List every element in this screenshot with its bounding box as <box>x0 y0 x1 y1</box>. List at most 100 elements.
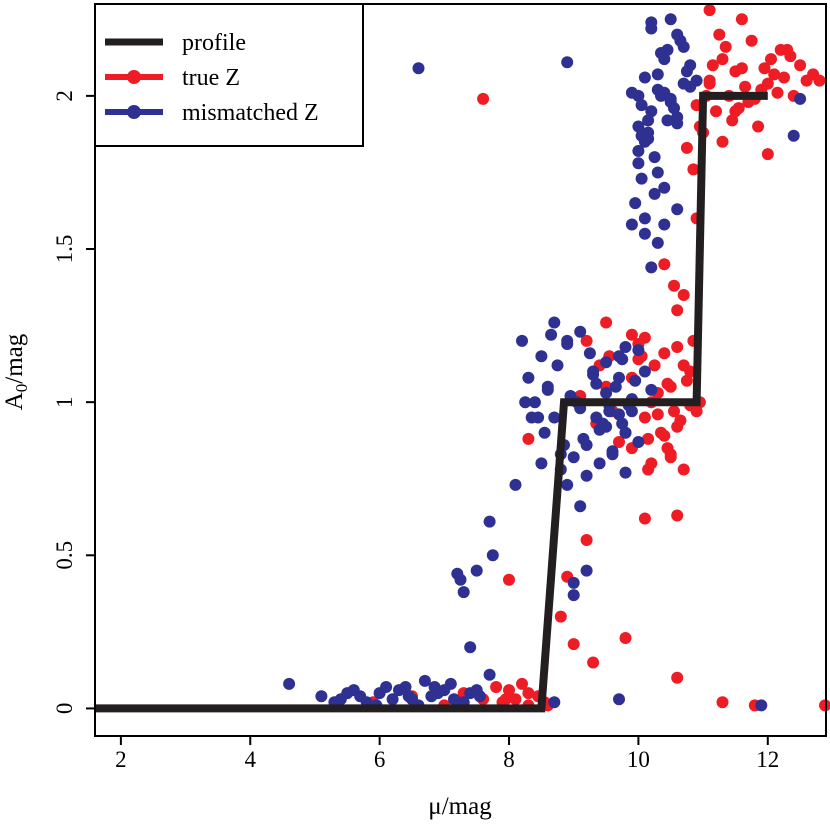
x-tick-label: 10 <box>627 747 650 772</box>
mismatched-z-point <box>635 172 648 185</box>
true-z-point <box>752 120 765 133</box>
x-tick-label: 6 <box>374 747 386 772</box>
true-z-point <box>745 34 758 47</box>
mismatched-z-point <box>671 117 684 130</box>
legend-label-profile: profile <box>182 30 246 56</box>
true-z-point <box>761 148 774 161</box>
mismatched-z-point <box>651 83 664 96</box>
x-tick-label: 8 <box>503 747 515 772</box>
mismatched-z-point <box>418 674 431 687</box>
true-z-point <box>719 40 732 53</box>
x-axis-label: μ/mag <box>428 793 492 820</box>
mismatched-z-point <box>629 197 642 210</box>
true-z-point <box>726 114 739 127</box>
true-z-point <box>735 62 748 75</box>
mismatched-z-point <box>648 187 661 200</box>
true-z-point <box>758 62 771 75</box>
mismatched-z-point <box>448 693 460 706</box>
true-z-point <box>735 13 748 26</box>
y-tick-label: 2 <box>52 90 77 102</box>
mismatched-z-point <box>658 181 671 194</box>
mismatched-z-point <box>483 515 496 528</box>
true-z-point <box>522 432 535 445</box>
x-tick-label: 12 <box>756 747 779 772</box>
true-z-point <box>680 141 693 154</box>
mismatched-z-point <box>664 13 677 26</box>
true-z-point <box>671 671 684 684</box>
mismatched-z-point <box>755 699 768 712</box>
true-z-point <box>729 105 742 118</box>
mismatched-z-point <box>561 338 574 350</box>
mismatched-z-point <box>457 586 470 599</box>
mismatched-z-point <box>609 380 622 393</box>
true-z-point <box>703 77 716 90</box>
true-z-point <box>784 50 797 63</box>
y-tick-label: 1 <box>52 396 77 408</box>
mismatched-z-point <box>632 344 645 357</box>
mismatched-z-point <box>412 62 425 75</box>
true-z-point <box>613 436 625 448</box>
mismatched-z-point <box>677 77 690 90</box>
true-z-point <box>706 59 719 72</box>
true-z-point <box>625 328 638 341</box>
y-tick-label: 0 <box>52 703 77 715</box>
mismatched-z-point <box>600 387 613 399</box>
mismatched-z-point <box>574 500 587 513</box>
mismatched-z-point <box>632 120 645 133</box>
plot-frame <box>94 3 827 737</box>
mismatched-z-point <box>613 408 625 421</box>
true-z-point <box>671 341 684 353</box>
true-z-point <box>651 408 664 421</box>
true-z-point <box>499 693 512 706</box>
mismatched-z-point <box>516 334 528 347</box>
mismatched-z-point <box>444 677 457 690</box>
mismatched-z-point <box>690 74 703 87</box>
true-z-point <box>642 432 655 445</box>
mismatched-z-point <box>470 564 483 577</box>
mismatched-z-point <box>545 328 558 341</box>
mismatched-z-point <box>580 469 593 482</box>
true-z-point <box>503 573 515 586</box>
mismatched-z-point <box>619 341 632 353</box>
mismatched-z-point <box>642 132 655 145</box>
mismatched-z-point <box>680 65 693 78</box>
mismatched-z-point <box>632 145 645 157</box>
true-z-point <box>648 359 661 372</box>
mismatched-z-point <box>616 417 629 430</box>
mismatched-z-point <box>548 411 561 424</box>
mismatched-z-point <box>535 457 548 470</box>
mismatched-z-point <box>590 377 603 390</box>
mismatched-z-point <box>590 411 603 424</box>
true-z-point <box>516 677 528 690</box>
true-z-point <box>522 687 535 700</box>
true-z-point <box>774 43 787 56</box>
mismatched-z-point <box>613 350 625 363</box>
mismatched-z-point <box>574 325 587 338</box>
true-z-point <box>677 289 690 301</box>
mismatched-z-point <box>638 212 651 225</box>
true-z-point <box>677 359 690 372</box>
mismatched-z-point <box>645 261 658 274</box>
mismatched-z-point <box>538 426 551 439</box>
true-z-point <box>671 304 684 317</box>
mismatched-z-point <box>593 457 606 470</box>
true-z-point <box>664 451 677 464</box>
mismatched-z-point <box>535 350 548 363</box>
mismatched-z-point <box>661 43 674 56</box>
true-z-point <box>778 71 790 84</box>
mismatched-z-point <box>625 218 638 231</box>
true-z-point <box>668 279 680 292</box>
mismatched-z-point <box>638 227 651 240</box>
true-z-point <box>658 258 671 271</box>
true-z-point <box>567 638 580 651</box>
mismatched-z-point <box>548 696 561 709</box>
y-axis-label-unit: /mag <box>1 333 28 383</box>
mismatched-z-point <box>625 86 638 99</box>
mismatched-z-point <box>619 426 632 439</box>
mismatched-z-point <box>486 549 499 562</box>
mismatched-z-point <box>580 564 593 577</box>
mismatched-z-point <box>625 405 638 418</box>
mismatched-z-point <box>645 383 658 396</box>
mismatched-z-point <box>642 114 655 127</box>
true-z-point <box>794 59 807 72</box>
